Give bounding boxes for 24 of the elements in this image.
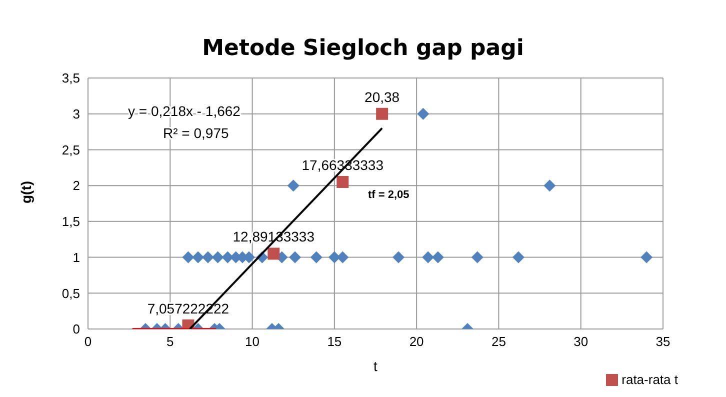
y-tick-label: 2,5	[62, 142, 80, 158]
y-tick-label: 3,5	[62, 70, 80, 86]
x-tick-label: 0	[84, 334, 92, 350]
x-tick-label: 15	[327, 334, 342, 350]
y-tick-label: 0	[72, 322, 80, 337]
annotation: tf = 2,05	[368, 189, 410, 201]
x-tick-label: 20	[409, 334, 424, 350]
x-tick-label: 5	[166, 334, 174, 350]
y-tick-label: 2	[72, 178, 80, 194]
chart-title: Metode Siegloch gap pagi	[201, 36, 525, 61]
x-tick-label: 10	[245, 334, 260, 350]
x-tick-label: 35	[656, 334, 670, 350]
annotation: R² = 0,975	[163, 125, 229, 141]
y-tick-label: 3	[72, 106, 80, 122]
annotation: y = 0,218x - 1,662	[128, 103, 241, 119]
y-tick-label: 1,5	[62, 214, 80, 230]
legend-label: rata-rata t	[622, 372, 678, 387]
y-tick-label: 0,5	[62, 286, 80, 301]
x-tick-label: 25	[491, 334, 506, 350]
y-axis-title: g(t)	[18, 180, 34, 204]
x-axis-title: t	[374, 358, 378, 374]
annotation: 20,38	[364, 88, 400, 105]
x-tick-label: 30	[574, 334, 588, 350]
y-tick-label: 1	[72, 250, 80, 265]
